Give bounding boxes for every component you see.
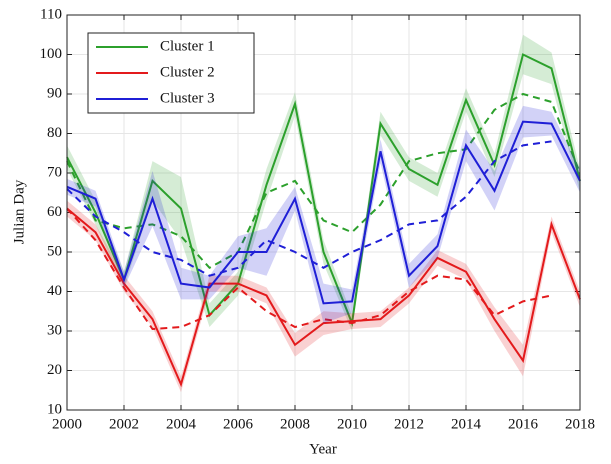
y-tick-label: 100 — [40, 46, 63, 62]
trend-line — [66, 140, 552, 277]
y-tick-label: 90 — [47, 85, 62, 101]
series-line — [66, 120, 581, 305]
x-tick-label: 2014 — [451, 416, 482, 432]
y-tick-label: 20 — [47, 362, 62, 378]
x-tick-label: 2010 — [337, 416, 367, 432]
error-band — [67, 105, 580, 324]
legend-label: Cluster 2 — [160, 64, 215, 80]
legend-label: Cluster 3 — [160, 90, 215, 106]
x-tick-label: 2018 — [565, 416, 595, 432]
y-tick-label: 10 — [47, 401, 62, 417]
x-axis-label: Year — [309, 441, 337, 457]
y-tick-label: 110 — [40, 6, 62, 22]
y-tick-label: 80 — [47, 125, 62, 141]
x-tick-label: 2002 — [109, 416, 139, 432]
error-band — [67, 34, 580, 331]
y-tick-label: 40 — [47, 283, 62, 299]
series-line — [66, 53, 581, 327]
trend-line — [66, 92, 581, 270]
y-axis-label: Julian Day — [11, 179, 27, 244]
x-tick-label: 2006 — [223, 416, 254, 432]
trend-line — [66, 207, 552, 331]
x-tick-label: 2000 — [52, 416, 82, 432]
legend-label: Cluster 1 — [160, 38, 215, 54]
x-tick-label: 2004 — [166, 416, 197, 432]
plot-frame — [66, 14, 581, 411]
x-tick-label: 2008 — [280, 416, 310, 432]
y-tick-label: 70 — [47, 164, 62, 180]
y-tick-label: 30 — [47, 322, 62, 338]
x-tick-label: 2012 — [394, 416, 424, 432]
y-tick-label: 50 — [47, 243, 62, 259]
x-tick-label: 2016 — [508, 416, 539, 432]
y-tick-label: 60 — [47, 204, 62, 220]
series-line — [66, 207, 581, 388]
error-band — [67, 200, 580, 393]
